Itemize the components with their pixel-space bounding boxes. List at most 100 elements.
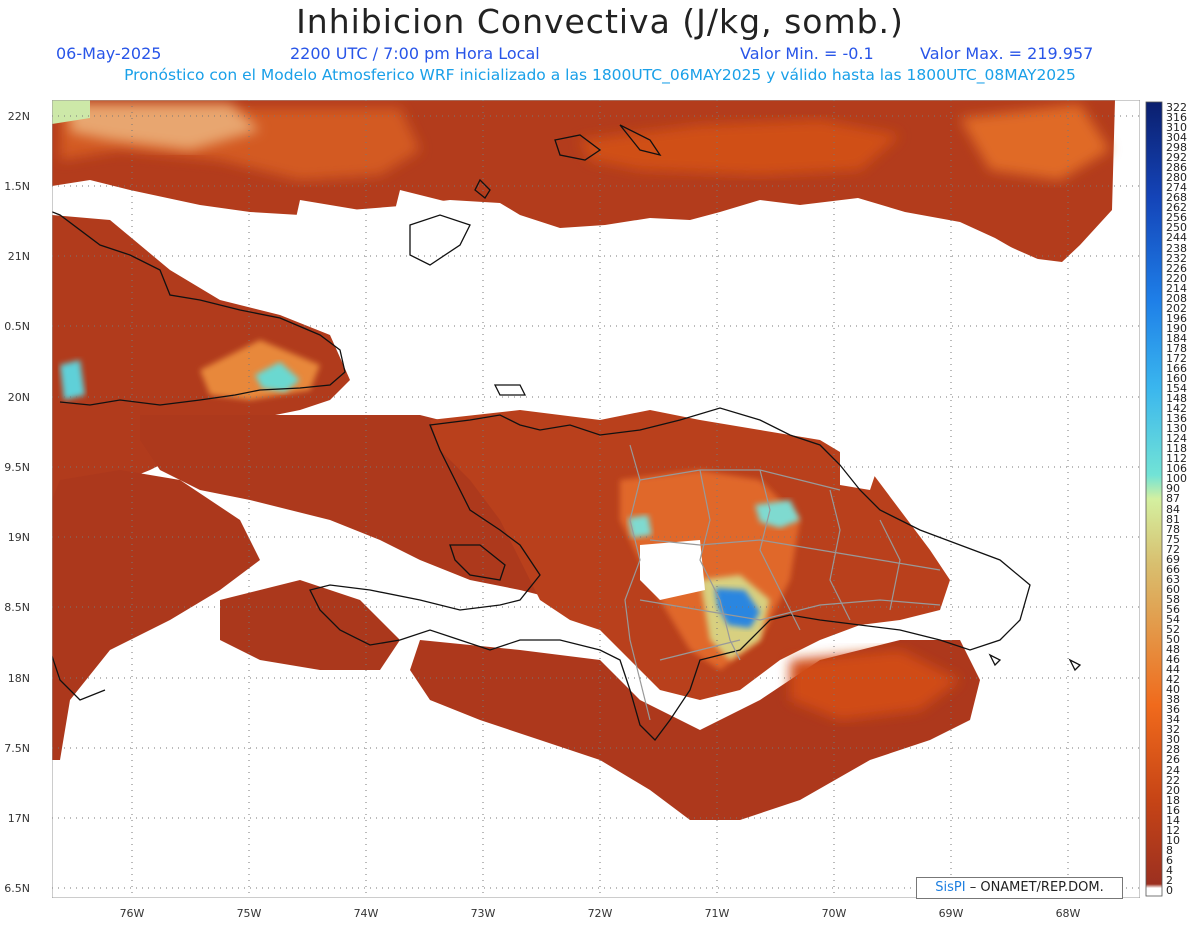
colorbar-tick-label: 178 bbox=[1166, 341, 1187, 355]
colorbar-tick-label: 202 bbox=[1166, 301, 1187, 315]
colorbar-tick-label: 220 bbox=[1166, 271, 1187, 285]
colorbar-tick-label: 54 bbox=[1166, 612, 1180, 626]
colorbar-tick-label: 84 bbox=[1166, 502, 1180, 516]
colorbar-tick-label: 30 bbox=[1166, 733, 1180, 747]
colorbar-tick-label: 100 bbox=[1166, 472, 1187, 486]
colorbar-tick-label: 238 bbox=[1166, 241, 1187, 255]
lon-label: 73W bbox=[470, 907, 496, 920]
colorbar-tick-label: 304 bbox=[1166, 131, 1187, 145]
lat-label: 17N bbox=[7, 812, 30, 825]
colorbar-tick-label: 124 bbox=[1166, 432, 1187, 446]
colorbar-tick-label: 190 bbox=[1166, 321, 1187, 335]
colorbar-tick-label: 56 bbox=[1166, 602, 1180, 616]
colorbar-tick-label: 148 bbox=[1166, 392, 1187, 406]
colorbar-tick-label: 24 bbox=[1166, 763, 1180, 777]
colorbar-tick-label: 10 bbox=[1166, 833, 1180, 847]
colorbar bbox=[1145, 101, 1163, 897]
lon-label: 72W bbox=[587, 907, 613, 920]
colorbar-tick-label: 32 bbox=[1166, 723, 1180, 737]
lat-label: 18N bbox=[7, 672, 30, 685]
lat-label: 22N bbox=[7, 110, 30, 123]
model-description: Pronóstico con el Modelo Atmosferico WRF… bbox=[124, 66, 1076, 84]
forecast-time: 2200 UTC / 7:00 pm Hora Local bbox=[290, 44, 540, 63]
colorbar-tick-label: 106 bbox=[1166, 462, 1187, 476]
colorbar-tick-label: 16 bbox=[1166, 803, 1180, 817]
colorbar-tick-label: 46 bbox=[1166, 653, 1180, 667]
colorbar-tick-label: 66 bbox=[1166, 562, 1180, 576]
colorbar-tick-label: 78 bbox=[1166, 522, 1180, 536]
colorbar-tick-label: 286 bbox=[1166, 161, 1187, 175]
lat-label: 6.5N bbox=[4, 882, 30, 895]
lon-label: 76W bbox=[119, 907, 145, 920]
colorbar-tick-label: 316 bbox=[1166, 111, 1187, 125]
colorbar-tick-label: 81 bbox=[1166, 512, 1180, 526]
lat-label: 8.5N bbox=[4, 601, 30, 614]
colorbar-tick-label: 8 bbox=[1166, 843, 1173, 857]
colorbar-tick-label: 52 bbox=[1166, 622, 1180, 636]
colorbar-tick-label: 18 bbox=[1166, 793, 1180, 807]
lat-label: 9.5N bbox=[4, 461, 30, 474]
colorbar-tick-label: 112 bbox=[1166, 452, 1187, 466]
colorbar-tick-label: 34 bbox=[1166, 713, 1180, 727]
colorbar-tick-label: 292 bbox=[1166, 151, 1187, 165]
colorbar-tick-label: 214 bbox=[1166, 281, 1187, 295]
colorbar-tick-label: 58 bbox=[1166, 592, 1180, 606]
colorbar-tick-label: 48 bbox=[1166, 643, 1180, 657]
colorbar-tick-label: 69 bbox=[1166, 552, 1180, 566]
colorbar-tick-label: 90 bbox=[1166, 482, 1180, 496]
colorbar-tick-label: 232 bbox=[1166, 251, 1187, 265]
lat-label: 19N bbox=[7, 531, 30, 544]
lon-label: 68W bbox=[1055, 907, 1081, 920]
colorbar-tick-label: 26 bbox=[1166, 753, 1180, 767]
colorbar-tick-label: 310 bbox=[1166, 121, 1187, 135]
colorbar-tick-label: 226 bbox=[1166, 261, 1187, 275]
colorbar-tick-label: 172 bbox=[1166, 351, 1187, 365]
colorbar-tick-label: 63 bbox=[1166, 572, 1180, 586]
colorbar-tick-label: 160 bbox=[1166, 372, 1187, 386]
colorbar-tick-label: 44 bbox=[1166, 663, 1180, 677]
colorbar-tick-label: 72 bbox=[1166, 542, 1180, 556]
colorbar-tick-label: 36 bbox=[1166, 703, 1180, 717]
colorbar-tick-label: 184 bbox=[1166, 331, 1187, 345]
lon-label: 70W bbox=[821, 907, 847, 920]
credit-brand: SisPI bbox=[935, 880, 966, 895]
colorbar-tick-label: 244 bbox=[1166, 231, 1187, 245]
province-borders bbox=[624, 444, 941, 721]
colorbar-tick-label: 0 bbox=[1166, 883, 1173, 897]
lat-label: 1.5N bbox=[4, 180, 30, 193]
colorbar-tick-label: 87 bbox=[1166, 492, 1180, 506]
colorbar-tick-label: 75 bbox=[1166, 532, 1180, 546]
colorbar-tick-label: 4 bbox=[1166, 863, 1173, 877]
colorbar-tick-label: 142 bbox=[1166, 402, 1187, 416]
credit-box: SisPI – ONAMET/REP.DOM. bbox=[916, 877, 1123, 899]
colorbar-tick-label: 196 bbox=[1166, 311, 1187, 325]
min-value-label: Valor Min. = -0.1 bbox=[740, 44, 874, 63]
colorbar-tick-label: 154 bbox=[1166, 382, 1187, 396]
max-value-label: Valor Max. = 219.957 bbox=[920, 44, 1094, 63]
lon-label: 71W bbox=[704, 907, 730, 920]
lat-label: 20N bbox=[7, 391, 30, 404]
colorbar-tick-label: 60 bbox=[1166, 582, 1180, 596]
colorbar-tick-label: 268 bbox=[1166, 191, 1187, 205]
colorbar-tick-label: 262 bbox=[1166, 201, 1187, 215]
lat-label: 7.5N bbox=[4, 742, 30, 755]
colorbar-tick-label: 136 bbox=[1166, 412, 1187, 426]
cin-field bbox=[52, 100, 1140, 898]
colorbar-tick-label: 280 bbox=[1166, 171, 1187, 185]
colorbar-tick-label: 20 bbox=[1166, 783, 1180, 797]
colorbar-tick-label: 50 bbox=[1166, 633, 1180, 646]
lat-label: 21N bbox=[7, 250, 30, 263]
colorbar-tick-label: 14 bbox=[1166, 813, 1180, 827]
colorbar-tick-label: 322 bbox=[1166, 101, 1187, 114]
lon-label: 74W bbox=[353, 907, 379, 920]
colorbar-tick-label: 22 bbox=[1166, 773, 1180, 787]
colorbar-tick-label: 118 bbox=[1166, 442, 1187, 456]
map-title: Inhibicion Convectiva (J/kg, somb.) bbox=[296, 2, 904, 41]
colorbar-tick-label: 256 bbox=[1166, 211, 1187, 225]
coastlines bbox=[52, 124, 1082, 741]
colorbar-tick-label: 274 bbox=[1166, 181, 1187, 195]
colorbar-tick-label: 166 bbox=[1166, 361, 1187, 375]
colorbar-tick-label: 42 bbox=[1166, 673, 1180, 687]
colorbar-tick-label: 250 bbox=[1166, 221, 1187, 235]
